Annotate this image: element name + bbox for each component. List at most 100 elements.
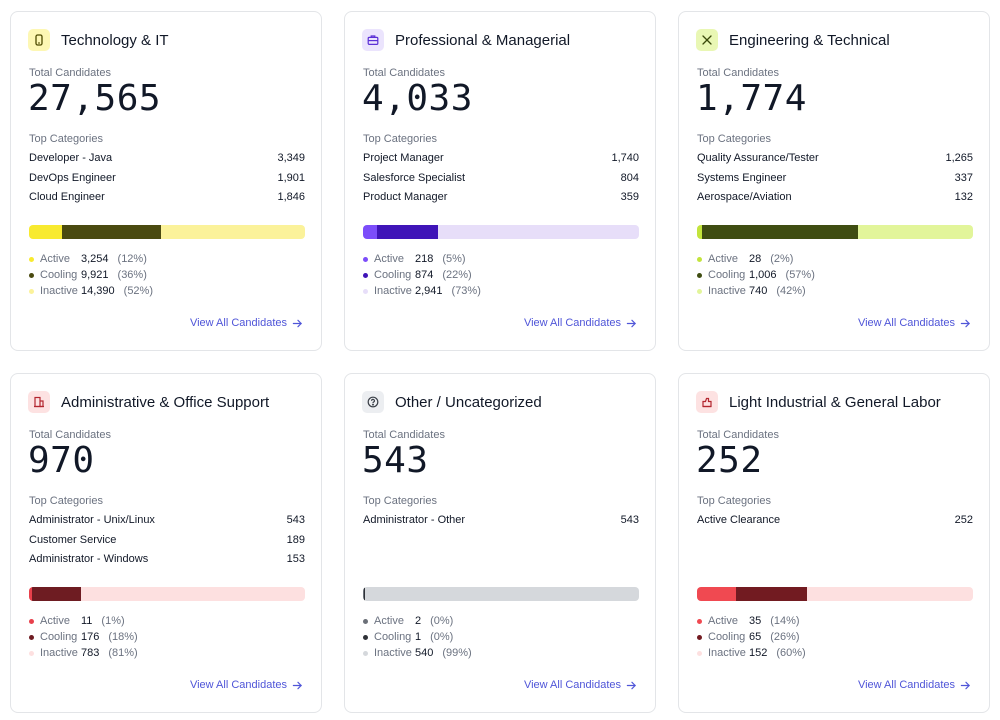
view-all-label: View All Candidates: [857, 317, 955, 329]
legend-status-percent: (0%): [430, 615, 454, 627]
total-candidates-label: Total Candidates: [29, 67, 111, 79]
legend-status-name: Inactive: [40, 285, 78, 297]
legend-item-inactive: Inactive 14,390 (52%): [29, 283, 153, 299]
legend-item-active: Active 11 (1%): [29, 613, 138, 629]
legend-status-count: 14,390: [81, 285, 115, 297]
category-name: Administrator - Unix/Linux: [29, 514, 155, 526]
building-icon: [28, 391, 50, 413]
total-candidates-label: Total Candidates: [363, 67, 445, 79]
legend-status-percent: (73%): [451, 285, 481, 297]
legend-status-count: 35: [749, 615, 762, 627]
legend-status-count: 540: [415, 647, 434, 659]
arrow-right-icon: [621, 680, 637, 691]
legend-status-name: Cooling: [708, 269, 746, 281]
view-all-candidates-link[interactable]: View All Candidates: [190, 679, 303, 691]
legend-status-name: Inactive: [374, 285, 412, 297]
legend-status-name: Cooling: [708, 631, 746, 643]
category-row: DevOps Engineer 1,901: [29, 172, 305, 192]
legend-status-count: 11: [81, 615, 93, 627]
legend-status-percent: (0%): [430, 631, 454, 643]
legend-status-name: Active: [374, 615, 404, 627]
legend-dot-icon: [697, 618, 702, 624]
legend-status-count: 218: [415, 253, 434, 265]
bar-segment-cooling: [376, 225, 438, 239]
legend-item-inactive: Inactive 783 (81%): [29, 645, 138, 661]
legend-status-percent: (18%): [108, 631, 138, 643]
top-categories-list: Administrator - Unix/Linux 543 Customer Se…: [29, 514, 305, 573]
view-all-label: View All Candidates: [523, 317, 621, 329]
legend-status-name: Cooling: [40, 269, 78, 281]
legend-status-percent: (57%): [785, 269, 815, 281]
view-all-candidates-link[interactable]: View All Candidates: [524, 679, 637, 691]
legend-status-count: 2: [415, 615, 422, 627]
card-title: Engineering & Technical: [729, 32, 890, 49]
top-categories-list: Active Clearance 252: [697, 514, 973, 534]
category-count: 252: [954, 514, 973, 526]
category-name: Product Manager: [363, 191, 448, 203]
legend-status-percent: (14%): [770, 615, 800, 627]
bar-segment-inactive: [437, 225, 639, 239]
bar-segment-active: [363, 225, 377, 239]
status-distribution-bar: [29, 225, 305, 239]
legend-item-cooling: Cooling 1 (0%): [363, 629, 472, 645]
bar-segment-inactive: [161, 225, 305, 239]
status-distribution-bar: [697, 587, 973, 601]
legend-status-count: 783: [81, 647, 100, 659]
status-legend: Active 28 (2%) Cooling 1,006 (57%) Inactive 740…: [697, 251, 815, 299]
category-name: Aerospace/Aviation: [697, 191, 792, 203]
category-name: Systems Engineer: [697, 171, 787, 184]
legend-status-name: Active: [374, 253, 404, 265]
total-candidates-value: 252: [696, 440, 763, 481]
view-all-candidates-link[interactable]: View All Candidates: [190, 317, 303, 329]
top-categories-label: Top Categories: [29, 133, 103, 145]
phone-icon: [28, 29, 50, 51]
category-name: Customer Service: [29, 533, 117, 546]
top-categories-label: Top Categories: [363, 495, 437, 507]
legend-status-percent: (5%): [442, 253, 466, 265]
category-name: Cloud Engineer: [29, 191, 105, 203]
category-row: Product Manager 359: [363, 191, 639, 211]
legend-status-name: Active: [708, 253, 738, 265]
card-title: Administrative & Office Support: [61, 394, 270, 411]
legend-status-count: 1,006: [749, 269, 777, 281]
legend-item-cooling: Cooling 874 (22%): [363, 267, 481, 283]
legend-dot-icon: [29, 634, 34, 640]
category-count: 543: [286, 514, 305, 526]
legend-item-active: Active 35 (14%): [697, 613, 806, 629]
category-row: Customer Service 189: [29, 534, 305, 554]
legend-dot-icon: [363, 634, 368, 640]
legend-status-percent: (2%): [770, 253, 794, 265]
bar-segment-inactive: [81, 587, 305, 601]
status-distribution-bar: [697, 225, 973, 239]
category-card: Technology & IT Total Candidates 27,565 Top…: [10, 11, 322, 351]
legend-dot-icon: [29, 256, 34, 262]
view-all-candidates-link[interactable]: View All Candidates: [858, 679, 971, 691]
bar-segment-cooling: [364, 587, 365, 601]
legend-item-inactive: Inactive 540 (99%): [363, 645, 472, 661]
total-candidates-value: 1,774: [696, 78, 807, 119]
tool-box-icon: [696, 391, 718, 413]
legend-dot-icon: [697, 634, 702, 640]
category-row: Salesforce Specialist 804: [363, 172, 639, 192]
total-candidates-value: 27,565: [28, 78, 162, 119]
legend-status-name: Active: [708, 615, 738, 627]
legend-status-count: 9,921: [81, 269, 109, 281]
arrow-right-icon: [287, 318, 303, 329]
legend-dot-icon: [29, 650, 34, 656]
legend-status-name: Inactive: [708, 285, 746, 297]
category-name: DevOps Engineer: [29, 171, 116, 184]
bar-segment-cooling: [62, 225, 162, 239]
legend-item-cooling: Cooling 9,921 (36%): [29, 267, 153, 283]
legend-dot-icon: [29, 618, 34, 624]
top-categories-label: Top Categories: [363, 133, 437, 145]
category-name: Project Manager: [363, 152, 444, 164]
legend-status-percent: (42%): [776, 285, 806, 297]
legend-status-name: Active: [40, 615, 70, 627]
view-all-candidates-link[interactable]: View All Candidates: [524, 317, 637, 329]
category-count: 337: [954, 171, 973, 184]
status-legend: Active 2 (0%) Cooling 1 (0%) Inactive 540 (99%): [363, 613, 472, 661]
view-all-candidates-link[interactable]: View All Candidates: [858, 317, 971, 329]
legend-status-percent: (99%): [442, 647, 472, 659]
category-count: 3,349: [277, 152, 305, 164]
bar-segment-active: [697, 225, 703, 239]
